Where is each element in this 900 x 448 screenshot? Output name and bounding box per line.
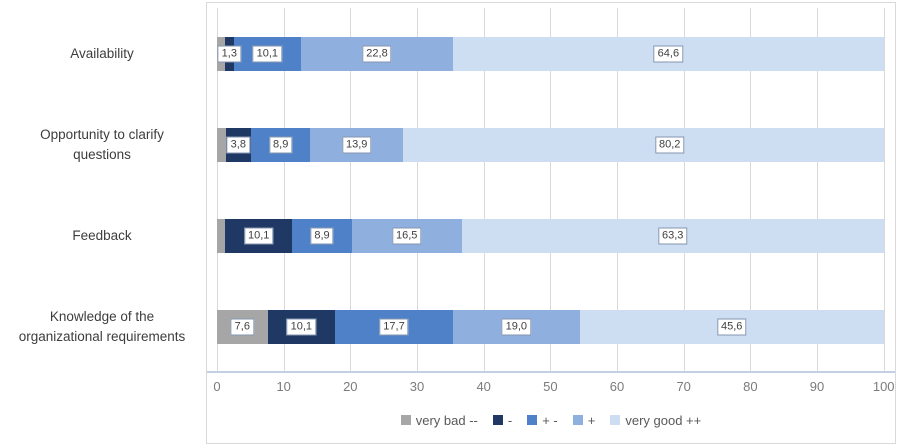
- x-tick-label: 70: [676, 379, 691, 394]
- legend-swatch: [400, 415, 411, 425]
- bar-segment-very_bad: [217, 127, 226, 162]
- bar-row: [217, 309, 884, 344]
- legend-item: + -: [527, 413, 558, 428]
- value-label: 7,6: [230, 318, 254, 335]
- bar-row: [217, 127, 884, 162]
- legend-swatch: [610, 415, 621, 425]
- category-label-line: Feedback: [72, 227, 132, 243]
- x-tick-label: 40: [476, 379, 491, 394]
- bar-segment-very_good: [403, 127, 884, 162]
- x-tick-label: 50: [543, 379, 558, 394]
- category-label: Feedback: [2, 226, 202, 246]
- value-label: 3,8: [226, 136, 250, 153]
- x-tick-label: 80: [743, 379, 758, 394]
- legend-item: very bad --: [400, 412, 478, 428]
- category-label-line: Availability: [70, 45, 134, 61]
- value-label: 10,1: [252, 45, 283, 62]
- x-tick-label: 20: [343, 379, 358, 394]
- gridline: [483, 8, 485, 372]
- x-tick-label: 30: [409, 379, 425, 394]
- gridline: [350, 8, 352, 372]
- legend-swatch: [572, 415, 583, 425]
- value-label: 63,3: [657, 227, 688, 244]
- category-label: Knowledge of the organizational requireme…: [2, 307, 202, 347]
- legend-item: +: [572, 412, 596, 428]
- gridline: [817, 8, 818, 372]
- legend-swatch: [527, 415, 538, 425]
- value-label: 64,6: [653, 45, 684, 62]
- x-tick-label: 100: [872, 379, 895, 394]
- category-label-line: questions: [73, 146, 131, 162]
- gridline: [683, 8, 685, 372]
- value-label: 10,1: [243, 227, 274, 244]
- legend-label: very bad --: [415, 412, 478, 428]
- x-tick-label: 60: [609, 379, 625, 394]
- gridline: [883, 8, 885, 372]
- legend-label: very good ++: [625, 412, 702, 428]
- category-label-line: Knowledge of the: [49, 308, 155, 324]
- gridline: [217, 8, 218, 372]
- value-label: 45,6: [716, 318, 747, 335]
- legend-label: -: [507, 412, 513, 428]
- bar-segment-very_bad: [217, 218, 225, 253]
- legend-swatch: [492, 415, 503, 425]
- category-label-line: Opportunity to clarify: [40, 126, 164, 142]
- x-tick-label: 10: [276, 379, 291, 394]
- gridline: [550, 8, 552, 372]
- x-tick-label: 90: [809, 379, 825, 394]
- value-label: 16,5: [391, 227, 422, 244]
- gridline: [750, 8, 752, 372]
- value-label: 17,7: [379, 318, 409, 335]
- value-label: 19,0: [501, 318, 532, 335]
- legend-label: +: [587, 412, 596, 428]
- value-label: 13,9: [341, 136, 372, 153]
- category-label: Opportunity to clarify questions: [2, 125, 202, 165]
- legend-label: + -: [542, 412, 558, 428]
- value-label: 1,3: [217, 45, 241, 62]
- gridline: [417, 8, 418, 372]
- value-label: 80,2: [654, 136, 685, 153]
- legend: very bad -- - + - + very good ++: [206, 410, 896, 430]
- value-label: 8,9: [310, 227, 334, 244]
- bar-row: [217, 36, 884, 71]
- x-axis-line: [207, 371, 895, 373]
- gridline: [283, 8, 285, 372]
- category-label-line: organizational requirements: [18, 328, 186, 344]
- value-label: 22,8: [362, 45, 392, 62]
- value-label: 10,1: [286, 318, 317, 335]
- value-label: 8,9: [269, 136, 293, 153]
- category-label: Availability: [2, 44, 202, 64]
- x-tick-label: 0: [213, 379, 221, 394]
- legend-item: -: [492, 412, 513, 428]
- legend-item: very good ++: [610, 413, 701, 428]
- bar-row: [217, 218, 884, 253]
- gridline: [617, 8, 618, 372]
